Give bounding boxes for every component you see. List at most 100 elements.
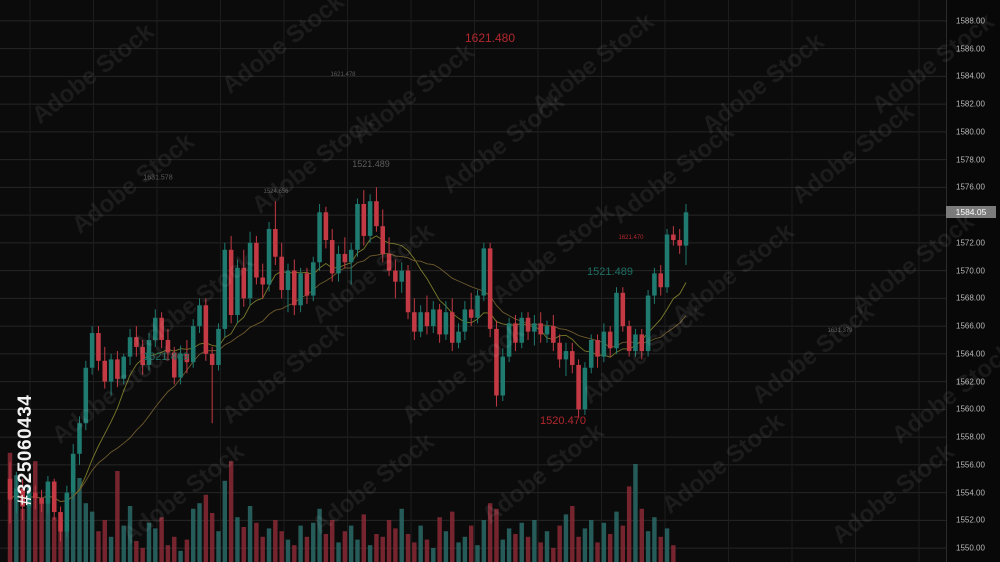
candle-body: [576, 364, 581, 410]
volume-bar: [393, 528, 398, 562]
candle-body: [386, 253, 392, 271]
candle-body: [58, 512, 63, 532]
volume-bar: [102, 520, 107, 562]
candle-body: [563, 351, 569, 360]
price-tick-label: 1582.00: [956, 99, 985, 109]
volume-bar: [178, 550, 183, 562]
volume-bar: [165, 545, 171, 562]
volume-bar: [506, 528, 512, 562]
candle-body: [494, 328, 499, 396]
price-tick-label: 1566.00: [956, 321, 985, 331]
candle-body: [481, 248, 487, 296]
candle-body: [273, 228, 278, 257]
volume-bar: [146, 522, 152, 562]
candle-body: [323, 212, 329, 241]
candle-body: [538, 323, 543, 335]
price-tick-label: 1578.00: [956, 155, 985, 165]
volume-bar: [551, 548, 556, 562]
volume-bar: [595, 542, 600, 562]
candle-body: [677, 240, 682, 246]
price-tick-label: 1556.00: [956, 460, 985, 470]
volume-bar: [487, 503, 493, 562]
volume-bar: [228, 461, 234, 562]
volume-bar: [525, 536, 531, 562]
volume-bar: [443, 531, 449, 562]
price-annotation: 1621.470: [618, 235, 644, 241]
price-tick-label: 1572.00: [956, 238, 985, 248]
candle-body: [500, 356, 506, 396]
candle-body: [671, 234, 676, 241]
candle-body: [348, 249, 354, 263]
volume-bar: [172, 536, 177, 562]
candle-body: [279, 256, 284, 291]
candle-body: [601, 331, 607, 357]
candle-body: [235, 267, 240, 315]
candle-body: [652, 273, 657, 296]
candle-body: [329, 240, 335, 274]
candle-body: [614, 292, 619, 349]
volume-bar: [191, 508, 196, 562]
volume-bar: [607, 534, 613, 562]
volume-bar: [96, 531, 101, 562]
candle-body: [551, 326, 556, 343]
price-tick-label: 1558.00: [956, 432, 985, 442]
volume-bar: [645, 531, 651, 562]
price-annotation: 1631.578: [143, 174, 173, 182]
volume-bar: [77, 478, 82, 562]
price-annotation: 1621.478: [330, 72, 356, 78]
volume-bar: [658, 536, 663, 562]
volume-bar: [311, 522, 316, 562]
candle-body: [298, 273, 303, 306]
volume-bar: [254, 522, 259, 562]
volume-bar: [494, 508, 499, 562]
candle-body: [51, 481, 57, 513]
candle-body: [108, 359, 114, 382]
volume-bar: [285, 539, 291, 562]
volume-bar: [386, 520, 392, 562]
price-annotation: 1521.489: [587, 266, 633, 278]
volume-bar: [323, 534, 329, 562]
candle-body: [222, 249, 228, 329]
price-tick-label: 1570.00: [956, 266, 985, 276]
volume-bar: [45, 489, 51, 562]
candle-body: [70, 453, 76, 493]
volume-bar: [544, 531, 550, 562]
volume-bar: [273, 520, 278, 562]
volume-bar: [159, 517, 164, 562]
volume-bar: [20, 508, 25, 562]
volume-bar: [367, 545, 373, 562]
volume-bar: [222, 480, 228, 562]
candle-body: [310, 262, 316, 296]
volume-bar: [431, 548, 436, 562]
volume-bar: [563, 514, 569, 562]
candle-body: [171, 352, 177, 378]
volume-bar: [153, 528, 158, 562]
candle-body: [14, 488, 19, 500]
candle-body: [159, 317, 164, 340]
candle-body: [285, 270, 291, 291]
candle-body: [26, 492, 32, 507]
candle-body: [683, 212, 689, 246]
candle-body: [209, 353, 215, 365]
candle-body: [336, 253, 341, 274]
volume-bar: [481, 520, 487, 562]
candle-body: [146, 339, 152, 365]
candle-body: [77, 423, 82, 454]
candle-body: [412, 312, 417, 332]
volume-bar: [14, 475, 19, 562]
candle-body: [582, 367, 588, 410]
candle-body: [570, 351, 575, 365]
volume-bar: [532, 520, 537, 562]
volume-bar: [614, 511, 619, 562]
volume-bar: [247, 506, 253, 562]
price-tick-label: 1580.00: [956, 127, 985, 137]
candle-body: [83, 367, 89, 424]
price-tick-label: 1562.00: [956, 377, 985, 387]
candle-body: [544, 326, 550, 335]
moving-average-line: [9, 235, 687, 503]
volume-bar: [39, 499, 44, 562]
candle-body: [7, 478, 13, 500]
volume-bar: [633, 464, 638, 562]
candle-body: [506, 323, 512, 357]
